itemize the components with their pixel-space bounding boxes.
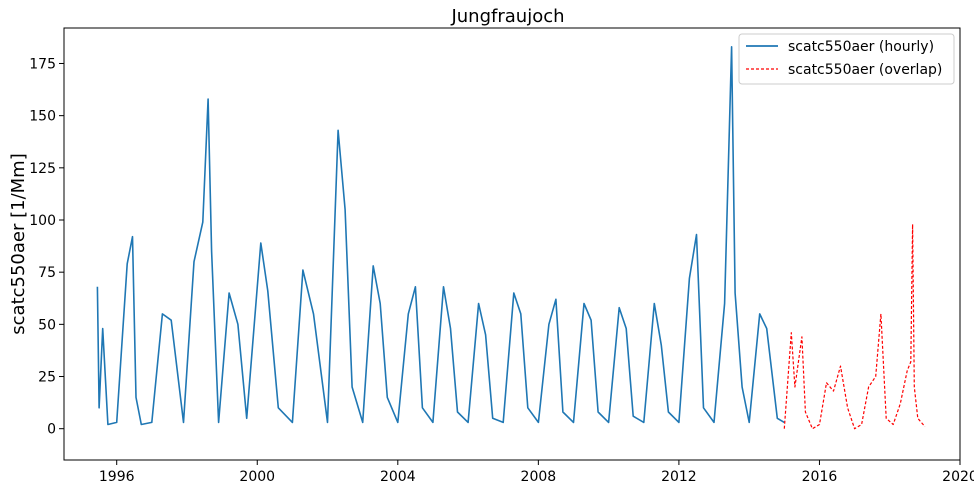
x-tick-label: 2004 <box>380 469 416 485</box>
plot-area <box>63 27 961 461</box>
legend-label-hourly: scatc550aer (hourly) <box>788 39 934 55</box>
series-layer <box>96 45 926 430</box>
y-axis: 0 25 50 75 100 125 150 175 <box>29 56 64 438</box>
x-tick-label: 2012 <box>661 469 697 485</box>
legend-box <box>738 33 955 85</box>
y-tick-label: 150 <box>29 109 56 125</box>
y-tick-label: 100 <box>29 213 56 229</box>
legend-label-overlap: scatc550aer (overlap) <box>788 62 942 78</box>
legend: scatc550aer (hourly) scatc550aer (overla… <box>738 33 955 85</box>
y-tick-label: 50 <box>38 317 56 333</box>
series-line-hourly <box>96 45 785 426</box>
y-tick-label: 25 <box>38 370 56 386</box>
series-line-overlap <box>783 223 926 430</box>
x-tick-label: 1996 <box>99 469 135 485</box>
y-tick-label: 175 <box>29 56 56 72</box>
x-tick-label: 2008 <box>521 469 557 485</box>
y-tick-label: 0 <box>47 422 56 438</box>
x-tick-label: 2000 <box>239 469 275 485</box>
y-axis-title: scatc550aer [1/Mm] <box>8 153 29 334</box>
y-tick-label: 75 <box>38 265 56 281</box>
chart-title: Jungfraujoch <box>450 6 564 27</box>
x-axis: 1996 2000 2004 2008 2012 2016 2020 <box>99 460 974 485</box>
x-tick-label: 2020 <box>942 469 974 485</box>
y-tick-label: 125 <box>29 161 56 177</box>
x-tick-label: 2016 <box>802 469 838 485</box>
plot-frame <box>63 27 961 461</box>
